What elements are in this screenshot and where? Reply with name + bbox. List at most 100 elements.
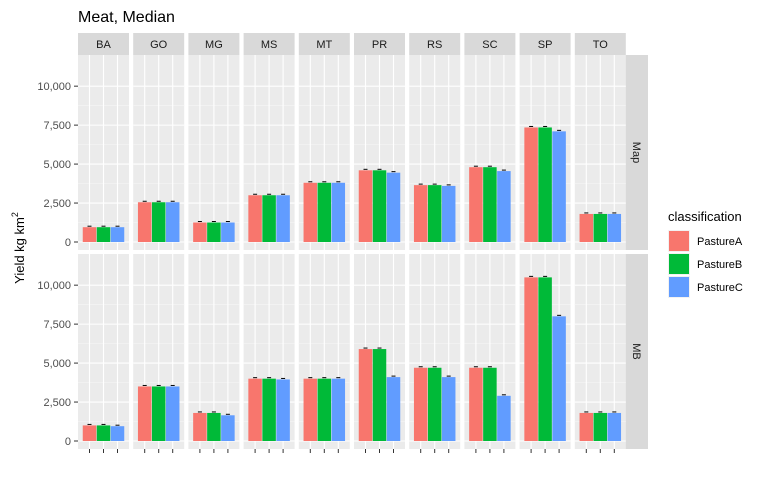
bar-pasturea	[248, 195, 262, 242]
bar-pastureb	[372, 170, 387, 242]
facet-strip-go	[133, 33, 185, 55]
bar-pasturea	[193, 222, 207, 242]
bar-pasturec	[552, 131, 566, 242]
panel-map-sp	[519, 55, 571, 250]
bar-pasturea	[413, 185, 428, 242]
bar-pastureb	[151, 202, 166, 242]
bar-pasturec	[607, 213, 622, 242]
facet-strip-label: PR	[372, 39, 387, 51]
facet-strip-ms	[243, 33, 295, 55]
legend-key-pastureb	[669, 254, 689, 274]
chart-title: Meat, Median	[78, 9, 175, 26]
panel-mb-ba	[78, 254, 129, 453]
panel-map-ba	[78, 55, 129, 250]
bar-pastureb	[538, 277, 552, 441]
facet-strip-label: MS	[261, 39, 278, 51]
facet-strip-pr	[354, 33, 405, 55]
bar-pasturea	[358, 349, 373, 441]
bar-pasturec	[331, 182, 346, 242]
bar-pasturec	[165, 386, 180, 441]
y-tick-label: 2,500	[43, 397, 71, 409]
legend-key-pasturec	[669, 277, 689, 297]
bar-pasturea	[469, 167, 483, 242]
bar-pasturea	[579, 213, 594, 242]
facet-strip-mg	[188, 33, 240, 55]
bar-pastureb	[593, 213, 608, 242]
panel-map-ms	[243, 55, 295, 250]
panel-map-mt	[298, 55, 350, 250]
y-tick-label: 0	[65, 237, 71, 249]
bar-pasturea	[303, 182, 318, 242]
facet-strip-label: GO	[150, 39, 168, 51]
bar-pastureb	[96, 227, 111, 242]
facet-strip-label: TO	[593, 39, 609, 51]
bar-pasturec	[165, 202, 180, 242]
bar-pasturec	[386, 377, 401, 441]
bar-pasturec	[221, 415, 235, 441]
panel-map-pr	[354, 55, 405, 250]
bar-pastureb	[96, 425, 111, 441]
facet-strip-label: SC	[482, 39, 497, 51]
panel-mb-ms	[243, 254, 295, 453]
bar-pasturec	[497, 171, 511, 242]
y-tick-label: 5,000	[43, 358, 71, 370]
bar-pasturea	[82, 227, 97, 242]
panel-map-go	[133, 55, 185, 250]
panel-mb-sc	[464, 254, 516, 453]
facet-row-strip-map	[624, 55, 648, 250]
y-tick-label: 5,000	[43, 159, 71, 171]
bar-pastureb	[207, 412, 221, 441]
facet-strip-to	[574, 33, 626, 55]
bar-pastureb	[593, 412, 608, 441]
bar-pasturea	[524, 127, 538, 242]
bar-pastureb	[427, 185, 442, 242]
bar-pasturea	[579, 412, 594, 441]
legend-key-pasturea	[669, 231, 689, 251]
facet-strip-label: MT	[316, 39, 332, 51]
bar-pastureb	[538, 127, 552, 242]
y-tick-label: 0	[65, 436, 71, 448]
bar-pasturea	[469, 367, 483, 441]
bar-pasturec	[110, 426, 125, 441]
y-tick-label: 2,500	[43, 198, 71, 210]
panel-mb-pr	[354, 254, 405, 453]
bar-pasturec	[221, 222, 235, 242]
panel-mb-sp	[519, 254, 571, 453]
legend: classification PastureA PastureB PastureC	[668, 209, 743, 298]
bar-pastureb	[483, 367, 497, 441]
bar-pasturec	[552, 316, 566, 441]
facet-strip-mt	[298, 33, 350, 55]
bar-pasturea	[248, 378, 262, 441]
bar-pasturec	[441, 185, 456, 242]
bar-pasturec	[497, 395, 511, 441]
bar-pastureb	[151, 386, 166, 441]
panel-mb-to	[574, 254, 626, 453]
facet-strip-sc	[464, 33, 516, 55]
bar-pastureb	[483, 167, 497, 242]
facet-strip-label: BA	[96, 39, 111, 51]
bar-pastureb	[262, 378, 276, 441]
bar-pasturec	[441, 377, 456, 441]
y-axis: 0 2,500 5,000 7,500 10,000 0 2,500 5,000 7,500 10…	[37, 81, 78, 448]
y-tick-label: 10,000	[37, 81, 71, 93]
bar-pasturea	[137, 386, 152, 441]
bar-pasturec	[276, 379, 290, 441]
facet-row-strip-mb	[624, 254, 648, 449]
bar-pasturea	[413, 367, 428, 441]
bar-pasturea	[524, 277, 538, 441]
panels-layer: BA GO MG MS MT PR RS SC SP TO Map MB	[78, 33, 648, 453]
facet-strip-label: MG	[205, 39, 223, 51]
y-axis-title: Yield kg km2	[10, 212, 27, 284]
bar-pasturec	[607, 412, 622, 441]
panel-mb-rs	[409, 254, 461, 453]
facet-strip-label: RS	[427, 39, 442, 51]
bar-pasturec	[386, 172, 401, 242]
legend-title: classification	[668, 209, 742, 224]
panel-mb-mt	[298, 254, 350, 453]
facet-strip-rs	[409, 33, 461, 55]
panel-map-mg	[188, 55, 240, 250]
bar-pasturea	[358, 170, 373, 242]
facet-row-label: Map	[630, 142, 642, 163]
bar-pasturec	[110, 227, 125, 242]
